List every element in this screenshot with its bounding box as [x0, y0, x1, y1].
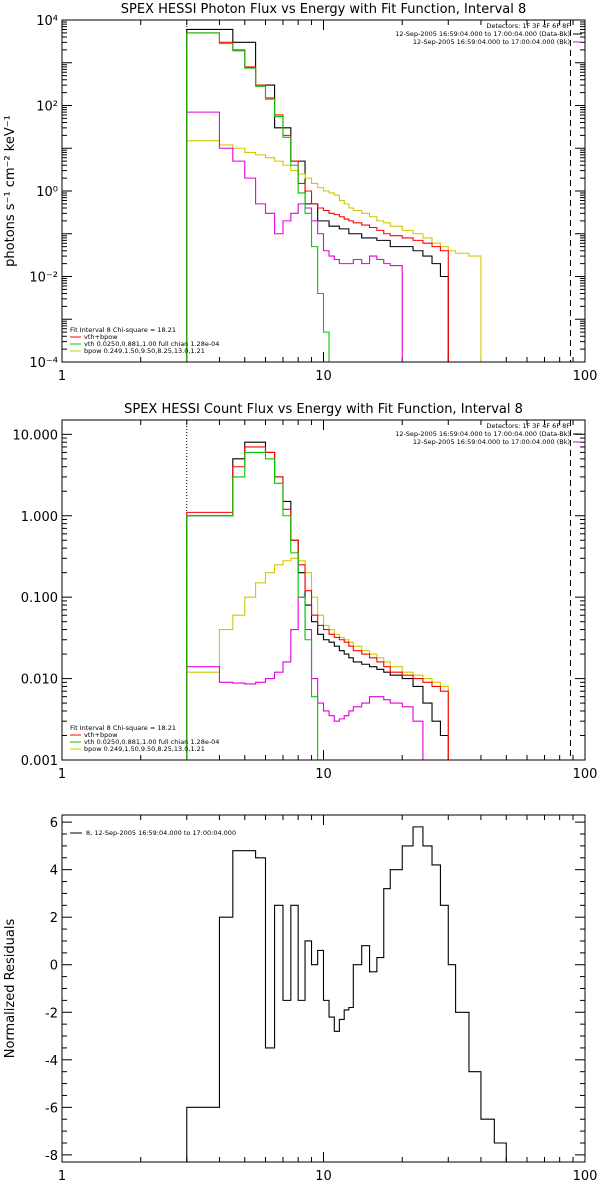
series-bk-line: [186, 111, 403, 362]
time-annotation-data: 12-Sep-2005 16:59:04.000 to 17:00:04.000…: [395, 430, 570, 438]
series-bk-line: [186, 596, 441, 760]
legend-entry: vth+bpow: [84, 333, 118, 341]
series-vth-line: [186, 451, 330, 760]
y-tick-label: -2: [45, 1006, 58, 1021]
x-tick-label: 100: [573, 369, 598, 384]
y-tick-label: 10²: [36, 100, 58, 115]
y-tick-label: 10⁴: [36, 14, 58, 29]
y-tick-label: 0.100: [21, 591, 58, 606]
y-tick-label: 4: [50, 864, 58, 879]
panel-1: SPEX HESSI Photon Flux vs Energy with Fi…: [3, 2, 597, 384]
series-bpow-line: [186, 557, 449, 760]
legend-entry: 8, 12-Sep-2005 16:59:04.000 to 17:00:04.…: [86, 829, 236, 837]
y-tick-label: -4: [45, 1054, 58, 1069]
y-tick-label: 10⁻⁴: [29, 356, 58, 371]
plot-frame: [61, 814, 586, 1163]
y-tick-label: 1.000: [21, 510, 58, 525]
time-annotation-bk: 12-Sep-2005 16:59:04.000 to 17:00:04.000…: [413, 438, 570, 446]
panel-2: SPEX HESSI Count Flux vs Energy with Fit…: [13, 402, 598, 782]
y-tick-label: 10.000: [13, 428, 59, 443]
y-tick-label: 6: [50, 816, 58, 831]
y-tick-label: -6: [45, 1101, 58, 1116]
time-annotation-data: 12-Sep-2005 16:59:04.000 to 17:00:04.000…: [395, 30, 570, 38]
y-tick-label: 0.001: [21, 754, 58, 769]
y-tick-label: 0.010: [21, 673, 58, 688]
legend-header: Fit Interval 8 Chi-square = 18.21: [70, 326, 176, 334]
legend-entry: vth 0.0250,0.881,1.00 full chian 1.28e-0…: [84, 340, 219, 348]
legend-entry: vth 0.0250,0.881,1.00 full chian 1.28e-0…: [84, 738, 219, 746]
x-tick-label: 1: [58, 767, 66, 782]
legend-header: Fit Interval 8 Chi-square = 18.21: [70, 724, 176, 732]
chart-title: SPEX HESSI Count Flux vs Energy with Fit…: [124, 402, 523, 417]
legend-entry: vth+bpow: [84, 731, 118, 739]
legend-entry: bpow 0.249,1.50,9.50,8.25,13.0,1.21: [84, 347, 205, 355]
x-tick-label: 1: [58, 369, 66, 384]
x-tick-label: 100: [573, 767, 598, 782]
x-tick-label: 10: [315, 767, 332, 782]
y-tick-label: 2: [50, 911, 58, 926]
plot-frame: [61, 19, 586, 363]
series-data-line: [186, 826, 507, 1162]
x-tick-label: 1: [58, 1169, 66, 1184]
y-tick-label: 10⁰: [36, 185, 58, 200]
series-data-line: [186, 28, 449, 362]
y-tick-label: 10⁻²: [29, 271, 58, 286]
y-axis-label: Normalized Residuals: [3, 919, 18, 1059]
x-tick-label: 100: [573, 1169, 598, 1184]
x-tick-label: 10: [315, 1169, 332, 1184]
y-tick-label: 0: [50, 959, 58, 974]
chart-title: SPEX HESSI Photon Flux vs Energy with Fi…: [121, 2, 527, 17]
detectors-annotation: Detectors: 1F 3F 4F 6F 8F: [486, 22, 570, 30]
time-annotation-bk: 12-Sep-2005 16:59:04.000 to 17:00:04.000…: [413, 38, 570, 46]
panel-3: 1 10 100 -8 -6 -4 -2 0 2 4 6 Normalized Residuals 8,…: [3, 814, 598, 1184]
series-total-line: [186, 32, 449, 362]
plot-frame: [61, 419, 586, 761]
detectors-annotation: Detectors: 1F 3F 4F 6F 8F: [486, 422, 570, 430]
legend-entry: bpow 0.249,1.50,9.50,8.25,13.0,1.21: [84, 745, 205, 753]
y-tick-label: -8: [45, 1149, 58, 1164]
series-bpow-line: [186, 140, 482, 362]
y-axis-label: photons s⁻¹ cm⁻² keV⁻¹: [3, 115, 18, 267]
series-vth-line: [186, 32, 340, 362]
x-tick-label: 10: [315, 369, 332, 384]
